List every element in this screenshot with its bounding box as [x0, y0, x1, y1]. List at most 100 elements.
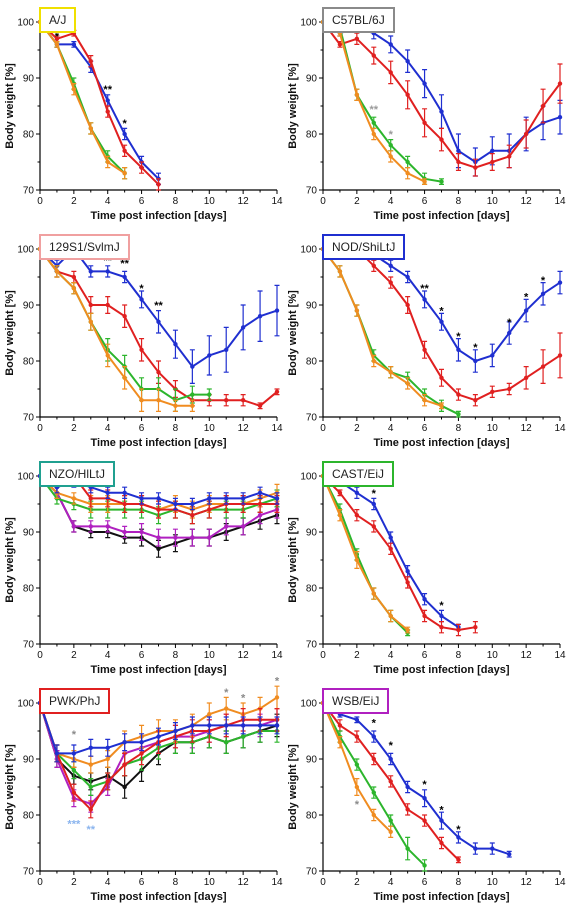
chart-panel: 0 2 4 6 8 10 12 14 70 80 90 100 Time post infection …: [0, 229, 283, 456]
chart-svg: 0 2 4 6 8 10 12 14 70 80 90 100 Time post infection …: [287, 468, 566, 676]
x-tick-label: 6: [139, 877, 145, 888]
chart-panel: 0 2 4 6 8 10 12 14 70 80 90 100 Time post infection …: [0, 676, 283, 910]
chart-panel: 0 2 4 6 8 10 12 14 70 80 90 100 Time post infection …: [283, 2, 566, 229]
x-tick-label: 12: [521, 877, 533, 888]
data-point: [405, 92, 410, 98]
data-point: [139, 165, 144, 170]
data-point: [139, 529, 144, 535]
data-point: [337, 490, 343, 495]
data-point: [439, 403, 444, 408]
y-tick-label: 100: [300, 472, 317, 483]
data-point: [88, 496, 93, 501]
data-point: [388, 829, 393, 834]
data-point: [388, 756, 393, 762]
data-point: [156, 182, 161, 187]
y-tick-label: 80: [23, 584, 35, 595]
data-point: [207, 507, 212, 512]
series-line: [39, 21, 160, 186]
x-tick-label: 8: [173, 423, 179, 434]
data-point: [105, 159, 110, 165]
x-tick-label: 10: [487, 196, 499, 207]
data-point: [422, 347, 427, 352]
x-tick-label: 8: [456, 650, 462, 661]
significance-marker: **: [154, 300, 163, 312]
chart-svg: 0 2 4 6 8 10 12 14 70 80 90 100 Time post infection …: [4, 18, 283, 223]
chart-panel: 0 2 4 6 8 10 12 14 70 80 90 100 Time post infection …: [283, 456, 566, 683]
series-line: [39, 248, 193, 407]
x-tick-label: 10: [487, 877, 499, 888]
x-tick-label: 12: [238, 650, 250, 661]
data-point: [190, 535, 195, 540]
data-point: [354, 734, 360, 739]
y-tick-label: 70: [306, 413, 318, 424]
data-point: [71, 768, 77, 773]
x-tick-label: 8: [173, 650, 179, 661]
data-point: [224, 347, 229, 352]
data-point: [439, 840, 444, 846]
significance-marker: *: [389, 740, 394, 752]
data-point: [490, 159, 495, 165]
x-tick-label: 4: [105, 877, 111, 888]
data-point: [88, 269, 93, 274]
data-point: [422, 863, 427, 868]
data-point: [405, 171, 410, 176]
x-tick-label: 2: [71, 423, 77, 434]
series-line: [322, 475, 476, 631]
data-point: [88, 807, 93, 812]
y-tick-label: 80: [23, 357, 35, 368]
data-point: [422, 81, 427, 86]
data-point: [473, 625, 478, 630]
data-point: [388, 143, 393, 148]
y-tick-label: 100: [17, 18, 34, 29]
x-tick-label: 8: [173, 196, 179, 207]
strain-label: WSB/EiJ: [322, 688, 390, 714]
data-point: [405, 274, 410, 280]
strain-label: NZO/HlLtJ: [39, 461, 116, 487]
series-group: [37, 19, 128, 180]
x-tick-label: 4: [388, 650, 394, 661]
data-point: [122, 148, 127, 153]
data-point: [274, 723, 280, 728]
y-tick-label: 100: [300, 699, 317, 710]
data-point: [422, 120, 427, 126]
data-point: [337, 269, 343, 274]
data-point: [354, 490, 360, 495]
significance-marker: *: [224, 687, 229, 699]
x-tick-label: 10: [204, 650, 216, 661]
data-point: [71, 87, 77, 92]
data-point: [224, 496, 229, 501]
data-point: [354, 513, 360, 518]
x-tick-label: 2: [354, 877, 360, 888]
data-point: [88, 319, 93, 324]
data-point: [422, 297, 427, 302]
data-point: [190, 501, 195, 507]
chart-svg: 0 2 4 6 8 10 12 14 70 80 90 100 Time post infection …: [4, 467, 283, 676]
x-tick-label: 14: [271, 423, 283, 434]
data-point: [473, 398, 478, 403]
significance-marker: *: [389, 129, 394, 141]
data-point: [54, 36, 60, 41]
data-point: [71, 42, 77, 47]
data-point: [490, 846, 495, 851]
significance-marker: **: [420, 283, 429, 295]
data-point: [557, 81, 563, 86]
x-tick-label: 8: [456, 423, 462, 434]
data-point: [257, 490, 263, 495]
x-tick-label: 0: [37, 196, 43, 207]
data-point: [122, 314, 127, 319]
data-point: [88, 762, 93, 767]
x-tick-label: 6: [422, 877, 428, 888]
x-tick-label: 12: [521, 423, 533, 434]
data-point: [388, 42, 393, 47]
data-point: [224, 398, 229, 403]
data-point: [88, 126, 93, 131]
x-tick-label: 6: [422, 196, 428, 207]
x-tick-label: 4: [105, 423, 111, 434]
strain-label: A/J: [39, 7, 77, 33]
data-point: [540, 103, 546, 109]
y-tick-label: 70: [306, 867, 318, 878]
data-point: [190, 392, 195, 397]
data-point: [274, 496, 280, 501]
x-tick-label: 0: [320, 196, 326, 207]
data-point: [105, 490, 110, 495]
